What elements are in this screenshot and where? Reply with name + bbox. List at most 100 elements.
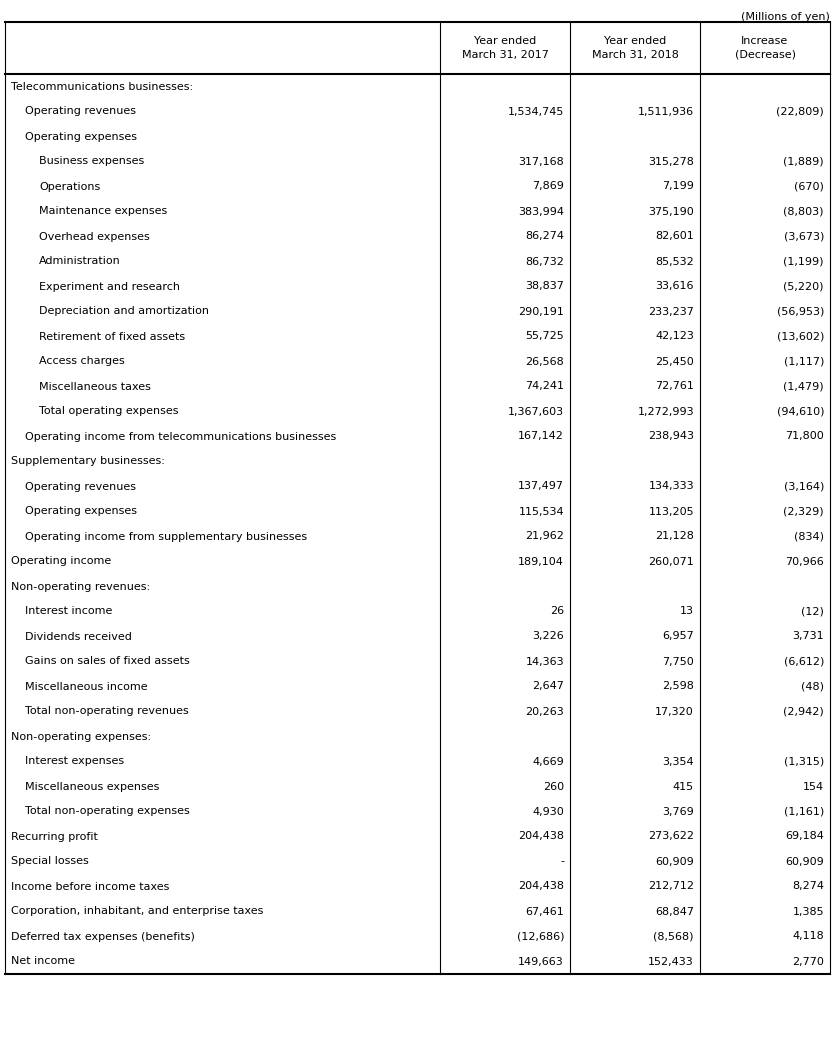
Text: (6,612): (6,612) xyxy=(784,656,824,667)
Text: 1,385: 1,385 xyxy=(792,907,824,916)
Text: Special losses: Special losses xyxy=(11,856,89,867)
Text: 233,237: 233,237 xyxy=(648,307,694,316)
Text: 69,184: 69,184 xyxy=(785,831,824,842)
Text: (13,602): (13,602) xyxy=(777,332,824,341)
Text: (5,220): (5,220) xyxy=(784,282,824,291)
Text: 21,128: 21,128 xyxy=(655,532,694,541)
Text: Overhead expenses: Overhead expenses xyxy=(39,231,150,242)
Text: 137,497: 137,497 xyxy=(518,482,564,491)
Text: (1,479): (1,479) xyxy=(784,381,824,392)
Text: Interest income: Interest income xyxy=(25,606,113,617)
Text: Gains on sales of fixed assets: Gains on sales of fixed assets xyxy=(25,656,190,667)
Text: 113,205: 113,205 xyxy=(648,507,694,516)
Text: 2,647: 2,647 xyxy=(532,682,564,691)
Text: 60,909: 60,909 xyxy=(785,856,824,867)
Text: 1,534,745: 1,534,745 xyxy=(507,107,564,116)
Text: Non-operating revenues:: Non-operating revenues: xyxy=(11,581,150,592)
Text: Dividends received: Dividends received xyxy=(25,631,132,642)
Text: 8,274: 8,274 xyxy=(792,882,824,891)
Text: (22,809): (22,809) xyxy=(776,107,824,116)
Text: Access charges: Access charges xyxy=(39,356,125,366)
Text: 82,601: 82,601 xyxy=(655,231,694,242)
Text: (1,315): (1,315) xyxy=(784,757,824,766)
Text: 3,354: 3,354 xyxy=(663,757,694,766)
Text: 1,272,993: 1,272,993 xyxy=(638,406,694,417)
Text: (94,610): (94,610) xyxy=(776,406,824,417)
Text: 317,168: 317,168 xyxy=(518,156,564,166)
Text: Total non-operating revenues: Total non-operating revenues xyxy=(25,707,189,716)
Text: (8,803): (8,803) xyxy=(784,206,824,217)
Text: Increase
(Decrease): Increase (Decrease) xyxy=(734,37,795,60)
Text: Operating expenses: Operating expenses xyxy=(25,132,137,141)
Text: Experiment and research: Experiment and research xyxy=(39,282,180,291)
Text: 149,663: 149,663 xyxy=(518,957,564,966)
Text: Deferred tax expenses (benefits): Deferred tax expenses (benefits) xyxy=(11,932,195,941)
Text: 1,367,603: 1,367,603 xyxy=(508,406,564,417)
Text: (670): (670) xyxy=(794,181,824,192)
Text: 115,534: 115,534 xyxy=(518,507,564,516)
Text: 85,532: 85,532 xyxy=(655,257,694,267)
Text: 7,750: 7,750 xyxy=(662,656,694,667)
Text: 7,869: 7,869 xyxy=(532,181,564,192)
Text: 71,800: 71,800 xyxy=(785,431,824,442)
Text: Interest expenses: Interest expenses xyxy=(25,757,124,766)
Text: Miscellaneous income: Miscellaneous income xyxy=(25,682,148,691)
Text: (834): (834) xyxy=(794,532,824,541)
Text: 60,909: 60,909 xyxy=(655,856,694,867)
Text: 375,190: 375,190 xyxy=(648,206,694,217)
Text: 6,957: 6,957 xyxy=(662,631,694,642)
Text: 260: 260 xyxy=(543,781,564,792)
Text: Income before income taxes: Income before income taxes xyxy=(11,882,170,891)
Text: Total operating expenses: Total operating expenses xyxy=(39,406,179,417)
Text: 212,712: 212,712 xyxy=(648,882,694,891)
Text: Operating income: Operating income xyxy=(11,557,111,566)
Text: Retirement of fixed assets: Retirement of fixed assets xyxy=(39,332,185,341)
Text: 67,461: 67,461 xyxy=(525,907,564,916)
Text: 383,994: 383,994 xyxy=(518,206,564,217)
Text: (1,199): (1,199) xyxy=(784,257,824,267)
Text: 2,598: 2,598 xyxy=(662,682,694,691)
Text: 189,104: 189,104 xyxy=(518,557,564,566)
Text: Operating revenues: Operating revenues xyxy=(25,107,136,116)
Text: Operating revenues: Operating revenues xyxy=(25,482,136,491)
Text: Year ended
March 31, 2017: Year ended March 31, 2017 xyxy=(461,37,549,60)
Text: 20,263: 20,263 xyxy=(525,707,564,716)
Text: 3,769: 3,769 xyxy=(662,806,694,817)
Text: 13: 13 xyxy=(680,606,694,617)
Text: (2,942): (2,942) xyxy=(783,707,824,716)
Text: 273,622: 273,622 xyxy=(648,831,694,842)
Text: Miscellaneous taxes: Miscellaneous taxes xyxy=(39,381,151,392)
Text: 167,142: 167,142 xyxy=(518,431,564,442)
Text: Business expenses: Business expenses xyxy=(39,156,144,166)
Text: Maintenance expenses: Maintenance expenses xyxy=(39,206,167,217)
Text: 154: 154 xyxy=(803,781,824,792)
Text: 290,191: 290,191 xyxy=(518,307,564,316)
Text: 3,226: 3,226 xyxy=(533,631,564,642)
Text: 3,731: 3,731 xyxy=(792,631,824,642)
Text: 38,837: 38,837 xyxy=(525,282,564,291)
Text: (8,568): (8,568) xyxy=(654,932,694,941)
Text: 134,333: 134,333 xyxy=(648,482,694,491)
Text: 4,669: 4,669 xyxy=(533,757,564,766)
Text: 86,274: 86,274 xyxy=(525,231,564,242)
Text: 21,962: 21,962 xyxy=(525,532,564,541)
Text: 152,433: 152,433 xyxy=(648,957,694,966)
Text: (2,329): (2,329) xyxy=(784,507,824,516)
Text: 17,320: 17,320 xyxy=(655,707,694,716)
Text: Operations: Operations xyxy=(39,181,100,192)
Text: Operating income from telecommunications businesses: Operating income from telecommunications… xyxy=(25,431,336,442)
Text: Operating income from supplementary businesses: Operating income from supplementary busi… xyxy=(25,532,307,541)
Text: 42,123: 42,123 xyxy=(655,332,694,341)
Text: Telecommunications businesses:: Telecommunications businesses: xyxy=(11,82,193,91)
Text: (12,686): (12,686) xyxy=(517,932,564,941)
Text: 238,943: 238,943 xyxy=(648,431,694,442)
Text: 1,511,936: 1,511,936 xyxy=(638,107,694,116)
Text: 4,930: 4,930 xyxy=(533,806,564,817)
Text: Operating expenses: Operating expenses xyxy=(25,507,137,516)
Text: 260,071: 260,071 xyxy=(648,557,694,566)
Text: 2,770: 2,770 xyxy=(792,957,824,966)
Text: 26: 26 xyxy=(550,606,564,617)
Text: (56,953): (56,953) xyxy=(777,307,824,316)
Text: 70,966: 70,966 xyxy=(785,557,824,566)
Text: (3,164): (3,164) xyxy=(784,482,824,491)
